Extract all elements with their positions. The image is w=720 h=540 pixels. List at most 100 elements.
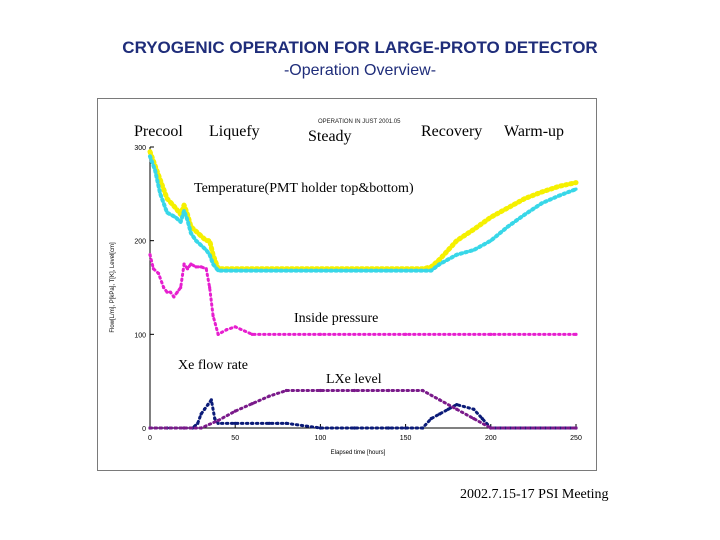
data-point-pressure	[182, 262, 185, 265]
data-point-pressure	[179, 286, 182, 289]
data-point-level	[353, 389, 356, 392]
y-tick-label: 300	[134, 145, 146, 152]
slide-title: CRYOGENIC OPERATION FOR LARGE-PROTO DETE…	[0, 38, 720, 58]
data-point-temp_bottom	[159, 192, 162, 195]
chart-frame: 0 100 200 300 0 50 100 150 200 250 Elapsed time [h…	[97, 98, 597, 471]
data-point-flow	[206, 403, 209, 406]
x-tick-label: 50	[231, 435, 239, 442]
data-point-temp_bottom	[540, 202, 543, 205]
data-point-flow	[421, 426, 424, 429]
data-point-temp_bottom	[557, 194, 560, 197]
data-point-flow	[404, 426, 407, 429]
data-point-pressure	[489, 333, 492, 336]
data-point-pressure	[157, 272, 160, 275]
data-point-flow	[455, 403, 458, 406]
data-point-pressure	[148, 253, 151, 256]
data-point-temp_bottom	[211, 262, 214, 265]
data-point-temp_bottom	[234, 269, 237, 272]
data-point-temp_bottom	[217, 269, 220, 272]
data-point-temp_top	[194, 230, 197, 233]
data-point-temp_top	[557, 185, 560, 188]
data-point-level	[319, 389, 322, 392]
data-point-temp_bottom	[182, 209, 185, 212]
level-annotation: LXe level	[326, 372, 382, 387]
phase-label-steady: Steady	[308, 128, 352, 145]
data-point-temp_bottom	[189, 232, 192, 235]
flow-annotation: Xe flow rate	[178, 358, 248, 373]
data-point-temp_bottom	[174, 216, 177, 219]
phase-label-recovery: Recovery	[421, 123, 482, 140]
data-point-flow	[285, 422, 288, 425]
data-point-flow	[472, 408, 475, 411]
data-point-level	[251, 402, 254, 405]
data-point-temp_bottom	[506, 225, 509, 228]
data-point-pressure	[165, 291, 168, 294]
data-point-level	[148, 426, 151, 429]
data-point-temp_bottom	[165, 211, 168, 214]
data-point-pressure	[217, 333, 220, 336]
data-point-level	[217, 419, 220, 422]
data-point-temp_bottom	[194, 239, 197, 242]
data-point-temp_top	[447, 248, 450, 251]
data-point-temp_top	[208, 239, 211, 242]
data-point-pressure	[251, 333, 254, 336]
data-point-flow	[251, 422, 254, 425]
data-point-flow	[203, 408, 206, 411]
data-point-pressure	[169, 291, 172, 294]
x-tick-label: 250	[570, 435, 582, 442]
series-line-temp_top	[150, 152, 576, 269]
data-point-temp_top	[205, 239, 208, 242]
data-point-pressure	[404, 333, 407, 336]
data-point-temp_top	[182, 203, 185, 206]
data-point-temp_bottom	[148, 155, 151, 158]
data-point-pressure	[211, 314, 214, 317]
pressure-annotation: Inside pressure	[294, 311, 378, 326]
data-point-temp_bottom	[447, 258, 450, 261]
data-point-temp_top	[574, 181, 577, 184]
x-tick-label: 0	[148, 435, 152, 442]
data-point-flow	[210, 398, 213, 401]
data-point-temp_bottom	[438, 262, 441, 265]
data-point-pressure	[172, 295, 175, 298]
data-point-flow	[200, 412, 203, 415]
x-tick-label: 200	[485, 435, 497, 442]
phase-label-liquefy: Liquefy	[209, 123, 260, 140]
data-point-temp_top	[540, 190, 543, 193]
data-point-temp_top	[523, 197, 526, 200]
data-point-flow	[268, 422, 271, 425]
data-point-flow	[481, 417, 484, 420]
data-point-temp_bottom	[208, 253, 211, 256]
data-point-temp_top	[174, 206, 177, 209]
data-point-temp_bottom	[186, 218, 189, 221]
data-point-level	[234, 410, 237, 413]
y-tick-label: 100	[134, 332, 146, 339]
data-point-flow	[430, 417, 433, 420]
temperature-annotation: Temperature(PMT holder top&bottom)	[194, 181, 414, 196]
y-tick-label: 200	[134, 239, 146, 246]
data-point-pressure	[205, 267, 208, 270]
data-point-flow	[217, 422, 220, 425]
data-point-flow	[196, 422, 199, 425]
data-point-level	[574, 426, 577, 429]
data-point-temp_bottom	[179, 220, 182, 223]
data-point-pressure	[234, 325, 237, 328]
chart: 0 100 200 300 0 50 100 150 200 250 Elapsed time [h…	[98, 99, 598, 472]
data-point-level	[285, 389, 288, 392]
data-point-temp_bottom	[205, 248, 208, 251]
x-tick-label: 100	[315, 435, 327, 442]
data-point-pressure	[194, 265, 197, 268]
data-point-pressure	[208, 286, 211, 289]
y-tick-label: 0	[142, 426, 146, 433]
data-point-temp_bottom	[472, 248, 475, 251]
data-point-level	[489, 426, 492, 429]
data-point-temp_bottom	[353, 269, 356, 272]
data-point-flow	[387, 426, 390, 429]
data-point-pressure	[152, 267, 155, 270]
data-point-temp_bottom	[154, 169, 157, 172]
data-point-temp_bottom	[285, 269, 288, 272]
data-point-temp_top	[438, 258, 441, 261]
data-point-temp_bottom	[523, 213, 526, 216]
data-point-temp_bottom	[455, 253, 458, 256]
data-point-flow	[447, 408, 450, 411]
phase-label-warm-up: Warm-up	[504, 123, 564, 140]
